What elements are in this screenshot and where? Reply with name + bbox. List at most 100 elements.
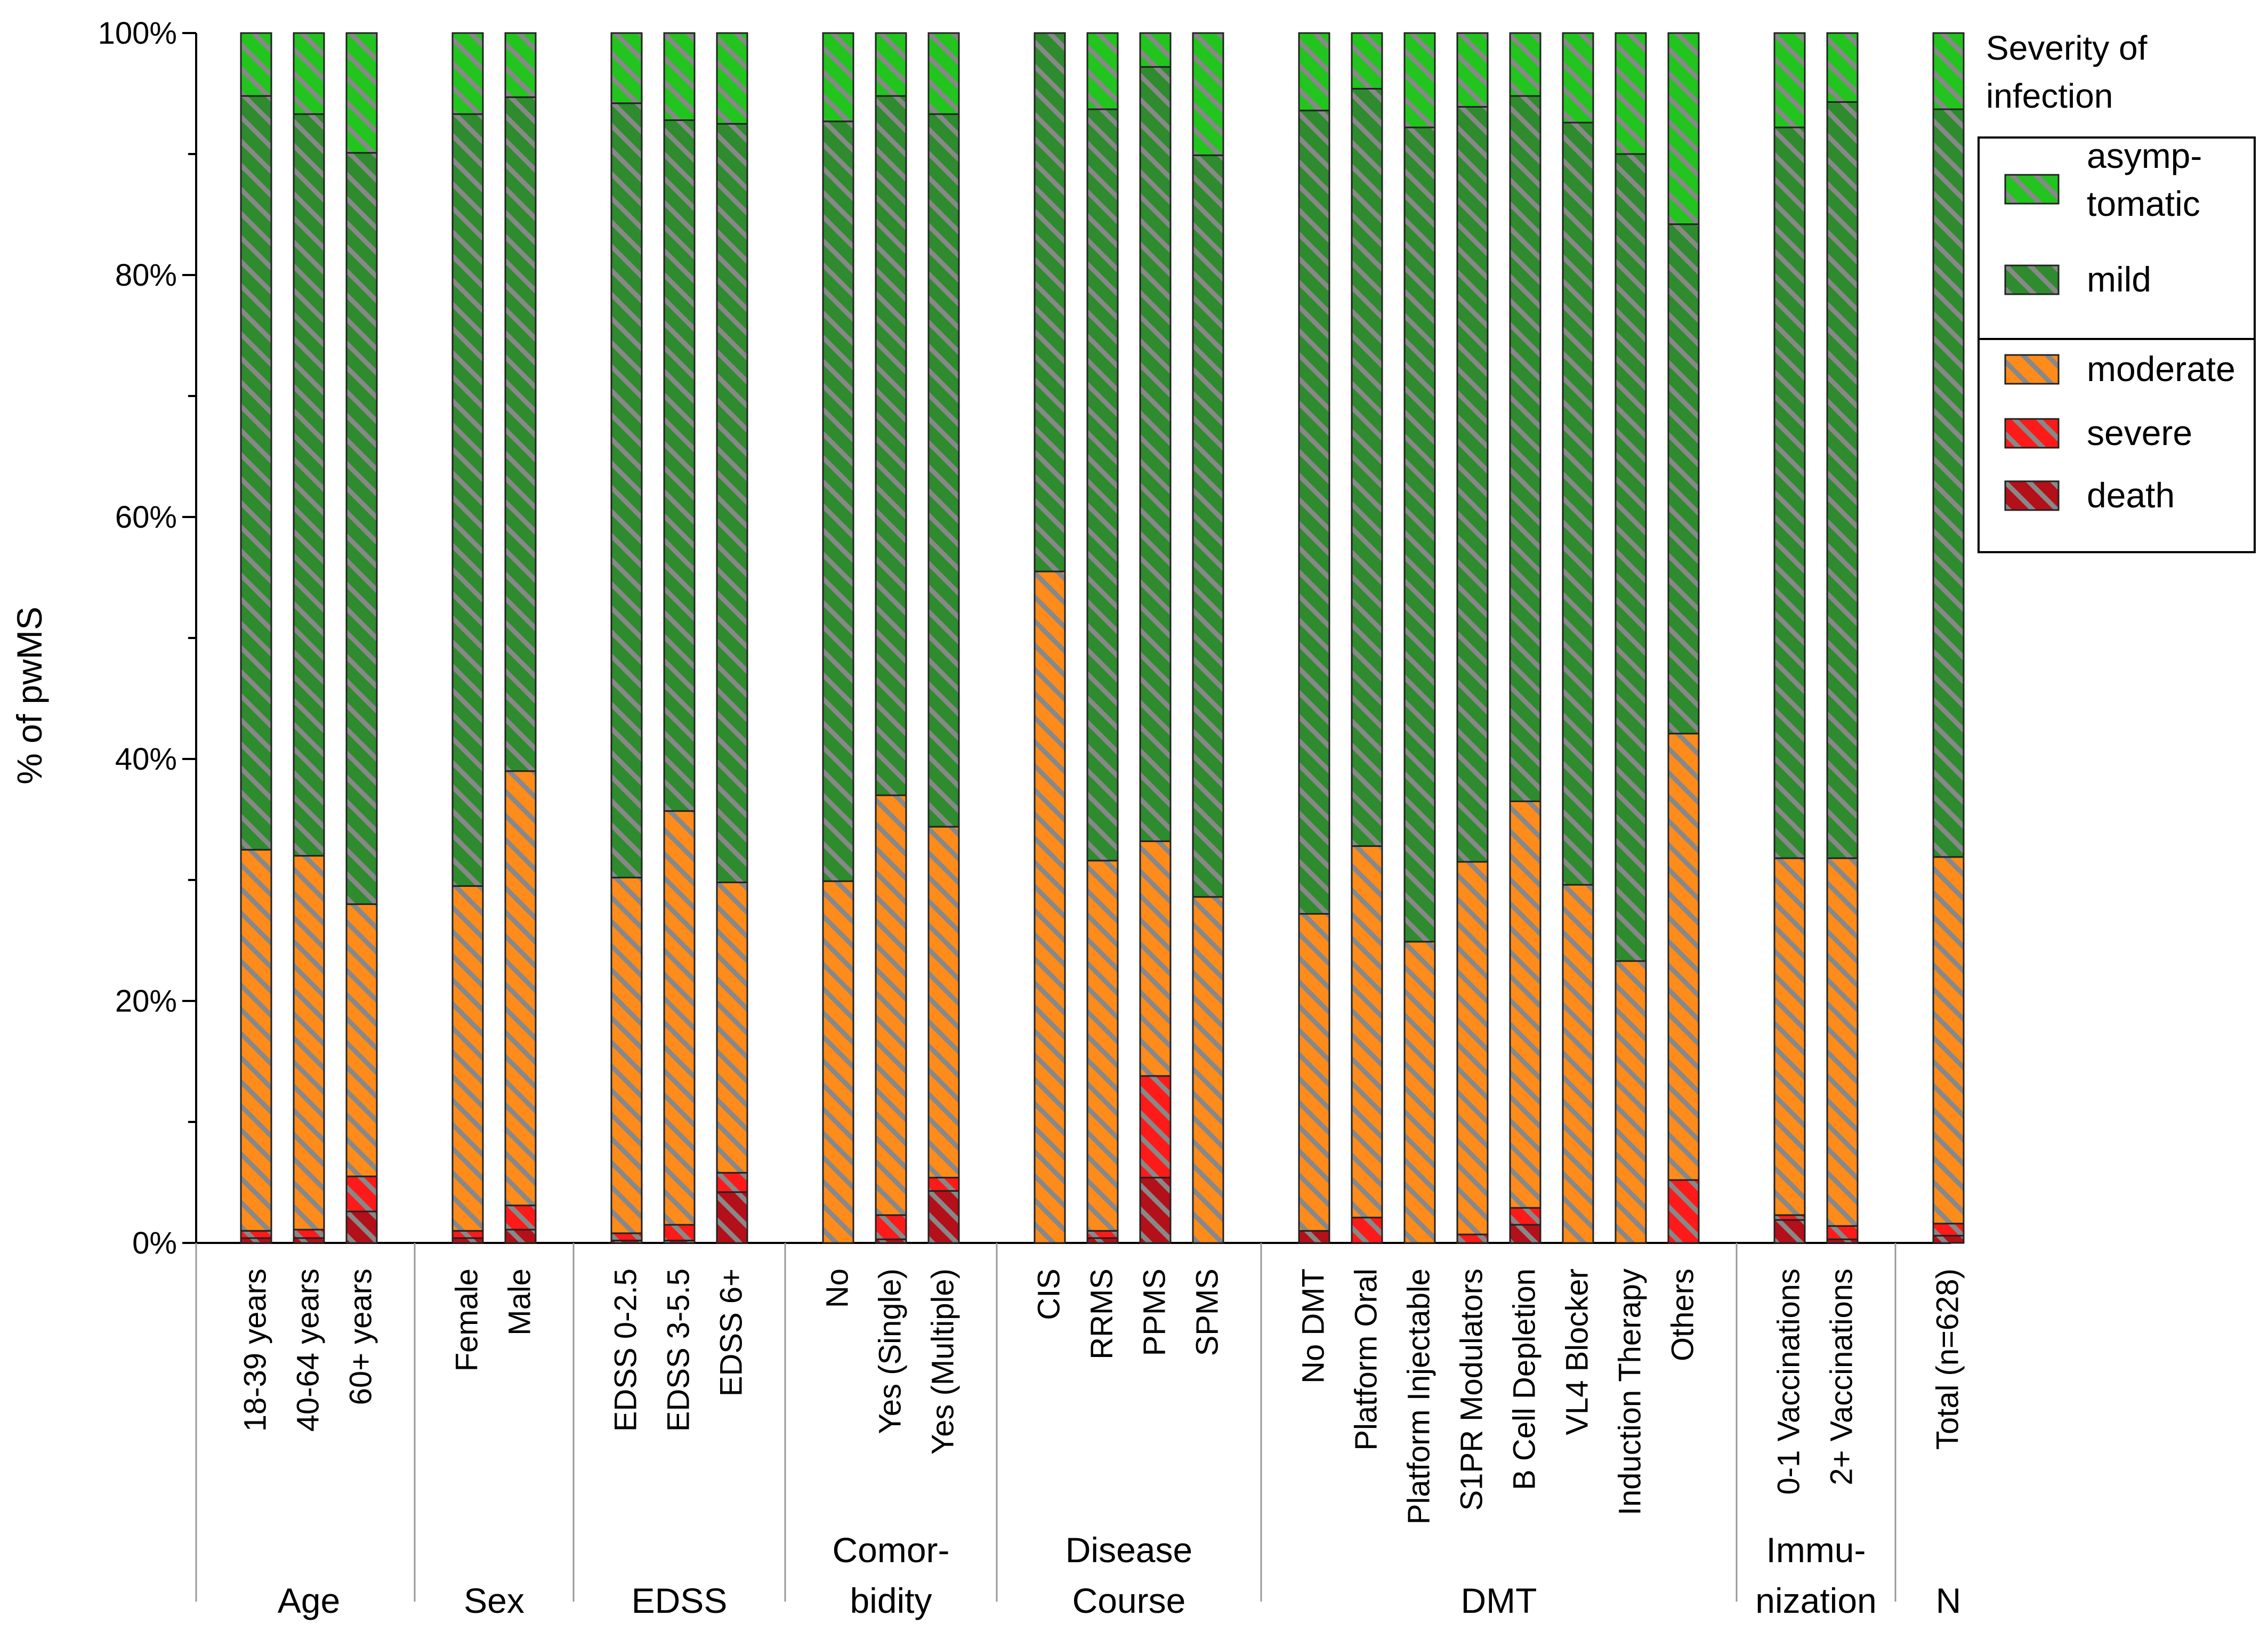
bar-segment-mild xyxy=(716,123,748,884)
bar-segment-mild xyxy=(1456,106,1489,863)
bar-segment-asymptomatic xyxy=(610,32,643,104)
bar-segment-moderate xyxy=(293,855,325,1231)
x-tick-label: Induction Therapy xyxy=(1613,1269,1648,1515)
bar-segment-moderate xyxy=(1403,941,1436,1244)
group-label: DMT xyxy=(1461,1581,1537,1620)
x-tick-label: EDSS 3-5.5 xyxy=(661,1269,696,1432)
bar-segment-moderate xyxy=(1562,884,1594,1244)
x-tick-label: Platform Injectable xyxy=(1402,1269,1436,1524)
x-tick-label: 18-39 years xyxy=(238,1269,273,1432)
y-tick-label: 60% xyxy=(115,500,177,535)
bar-others xyxy=(1667,32,1700,1244)
bar-platform-injectable xyxy=(1403,32,1436,1244)
bar-segment-moderate xyxy=(1615,960,1647,1244)
bar-segment-severe xyxy=(240,1230,272,1239)
x-tick-label: 0-1 Vaccinations xyxy=(1772,1269,1806,1495)
bar-segment-mild xyxy=(822,120,854,882)
bar-segment-mild xyxy=(875,95,907,796)
bar-segment-death xyxy=(1298,1230,1330,1244)
bar-segment-mild xyxy=(293,113,325,857)
bar-segment-moderate xyxy=(663,810,696,1226)
x-tick-label: EDSS 6+ xyxy=(714,1269,749,1396)
legend-label-death: death xyxy=(2087,475,2175,515)
bar-segment-death xyxy=(1139,1176,1172,1244)
bar-segment-asymptomatic xyxy=(345,32,378,154)
bar-segment-asymptomatic xyxy=(293,32,325,115)
bar-segment-severe xyxy=(716,1172,748,1193)
bar-segment-moderate xyxy=(1351,845,1383,1218)
x-tick-label: No xyxy=(820,1269,855,1308)
x-tick-label: 60+ years xyxy=(344,1269,378,1405)
bar-segment-asymptomatic xyxy=(1932,32,1965,110)
legend-swatch-asymptomatic xyxy=(2004,174,2060,205)
bar-segment-asymptomatic xyxy=(1562,32,1594,124)
bar-segment-moderate xyxy=(1826,857,1859,1227)
bar-segment-severe xyxy=(875,1214,907,1240)
group-label: Sex xyxy=(464,1581,524,1620)
bar-segment-asymptomatic xyxy=(822,32,854,123)
bar-segment-asymptomatic xyxy=(1456,32,1489,108)
x-tick-label: Yes (Single) xyxy=(873,1269,908,1434)
x-tick-label: S1PR Modulators xyxy=(1455,1269,1489,1511)
bar-0-1-vaccinations xyxy=(1773,32,1806,1244)
bar-segment-asymptomatic xyxy=(663,32,696,121)
y-tick-label: 20% xyxy=(115,984,177,1019)
legend-label-severe: severe xyxy=(2087,413,2192,453)
bar-segment-mild xyxy=(345,152,378,905)
y-tick-label: 80% xyxy=(115,258,177,293)
bar-segment-mild xyxy=(1298,109,1330,915)
bar-2-vaccinations xyxy=(1826,32,1859,1244)
x-tick-label: Total (n=628) xyxy=(1931,1269,1965,1450)
x-tick-label: EDSS 0-2.5 xyxy=(609,1269,643,1432)
bar-segment-mild xyxy=(1403,126,1436,943)
bar-segment-severe xyxy=(345,1175,378,1213)
group-label: Disease xyxy=(1066,1530,1192,1570)
group-label: N xyxy=(1936,1581,1962,1620)
bar-segment-asymptomatic xyxy=(1192,32,1224,156)
group-label: nization xyxy=(1755,1581,1877,1620)
bar-segment-death xyxy=(345,1210,378,1244)
bar-segment-moderate xyxy=(451,885,484,1232)
group-label: Comor- xyxy=(832,1530,949,1570)
bar-segment-mild xyxy=(610,102,643,878)
bar-segment-mild xyxy=(1562,122,1594,886)
bar-segment-moderate xyxy=(504,770,537,1207)
bar-no-dmt xyxy=(1298,32,1330,1244)
legend-label-moderate: moderate xyxy=(2087,349,2235,389)
bar-segment-moderate xyxy=(1192,896,1224,1244)
bar-segment-moderate xyxy=(1932,856,1965,1225)
bar-segment-severe xyxy=(293,1229,325,1239)
bar-segment-asymptomatic xyxy=(875,32,907,97)
bar-segment-severe xyxy=(504,1205,537,1231)
group-label: Age xyxy=(278,1581,340,1620)
x-tick-label: SPMS xyxy=(1190,1269,1225,1356)
bar-segment-mild xyxy=(927,113,960,828)
bar-segment-moderate xyxy=(345,903,378,1177)
y-tick-label: 0% xyxy=(132,1226,177,1261)
bar-segment-asymptomatic xyxy=(451,32,484,115)
bar-segment-mild xyxy=(1509,95,1541,802)
bar-segment-mild xyxy=(1826,101,1859,859)
bar-segment-moderate xyxy=(822,880,854,1244)
bar-segment-death xyxy=(1773,1219,1806,1244)
bar-ppms xyxy=(1139,32,1172,1244)
x-tick-label: B Cell Depletion xyxy=(1507,1269,1542,1490)
bar-segment-asymptomatic xyxy=(1139,32,1172,68)
bar-segment-asymptomatic xyxy=(1403,32,1436,128)
x-tick-label: 40-64 years xyxy=(291,1269,326,1432)
bar-platform-oral xyxy=(1351,32,1383,1244)
legend-label-asymptomatic: tomatic xyxy=(2087,184,2200,223)
bar-segment-mild xyxy=(1351,87,1383,847)
bar-segment-asymptomatic xyxy=(1773,32,1806,128)
bar-segment-asymptomatic xyxy=(1351,32,1383,90)
bar-segment-death xyxy=(504,1229,537,1244)
bar-segment-mild xyxy=(240,95,272,851)
bar-segment-moderate xyxy=(610,876,643,1234)
x-tick-label: RRMS xyxy=(1085,1269,1119,1360)
bar-segment-asymptomatic xyxy=(1509,32,1541,97)
bar-segment-mild xyxy=(1139,66,1172,842)
bar-s1pr-modulators xyxy=(1456,32,1489,1244)
bar-rrms xyxy=(1086,32,1119,1244)
legend-swatch-death xyxy=(2004,480,2060,511)
